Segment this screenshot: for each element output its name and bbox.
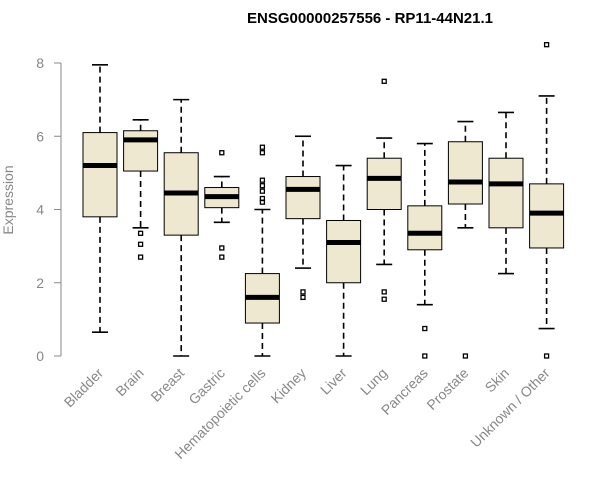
x-tick-label: Skin (482, 365, 513, 396)
box-kidney (285, 135, 321, 301)
outlier-point (543, 42, 550, 48)
box-bladder (82, 64, 118, 333)
x-tick-label: Breast (147, 365, 187, 405)
x-tick-label: Bladder (61, 365, 107, 411)
y-tick-label: 4 (36, 202, 44, 218)
x-tick-label: Brain (112, 365, 146, 399)
x-tick-label: Kidney (268, 365, 310, 407)
y-tick-label: 6 (36, 128, 44, 144)
outlier-point (381, 296, 387, 302)
outlier-point (219, 245, 225, 251)
box-liver (326, 164, 362, 357)
outlier-point (219, 254, 225, 260)
outlier-point (137, 241, 144, 247)
box-series (82, 42, 565, 359)
box-gastric (204, 150, 240, 260)
chart-title: ENSG00000257556 - RP11-44N21.1 (247, 10, 493, 27)
iqr-box (82, 132, 118, 218)
box-lung (366, 78, 402, 302)
y-axis-label: Expression (0, 165, 16, 234)
outlier-point (259, 150, 266, 156)
iqr-box (366, 157, 402, 211)
outlier-point (219, 150, 225, 156)
y-tick-label: 0 (36, 348, 44, 364)
box-unknown-other (529, 42, 565, 359)
outlier-point (259, 199, 266, 205)
box-hematopoietic-cells (244, 144, 280, 357)
outlier-point (137, 254, 144, 260)
y-tick-label: 8 (36, 55, 44, 71)
box-brain (123, 118, 159, 260)
box-breast (163, 98, 199, 357)
outlier-point (259, 183, 266, 189)
iqr-box (326, 219, 362, 284)
iqr-box (447, 141, 483, 205)
box-prostate (447, 120, 483, 359)
outlier-point (543, 353, 550, 359)
outlier-point (381, 289, 387, 295)
y-tick-label: 2 (36, 275, 44, 291)
iqr-box (123, 130, 159, 172)
iqr-box (529, 183, 565, 249)
outlier-point (462, 353, 469, 359)
iqr-box (285, 176, 321, 220)
x-tick-label: Lung (357, 365, 390, 398)
outlier-point (422, 353, 428, 359)
box-pancreas (407, 142, 443, 359)
outlier-point (137, 230, 144, 236)
outlier-point (300, 289, 306, 295)
outlier-point (381, 78, 387, 84)
outlier-point (422, 325, 428, 332)
iqr-box (407, 205, 443, 251)
outlier-point (259, 177, 266, 183)
outlier-point (259, 188, 266, 194)
box-skin (488, 111, 524, 275)
outlier-point (300, 294, 306, 301)
iqr-box (488, 157, 524, 229)
x-tick-label: Prostate (423, 365, 471, 413)
outlier-point (259, 144, 266, 150)
x-tick-label: Liver (317, 365, 350, 398)
y-axis: 0 2 4 6 8 (36, 55, 62, 364)
